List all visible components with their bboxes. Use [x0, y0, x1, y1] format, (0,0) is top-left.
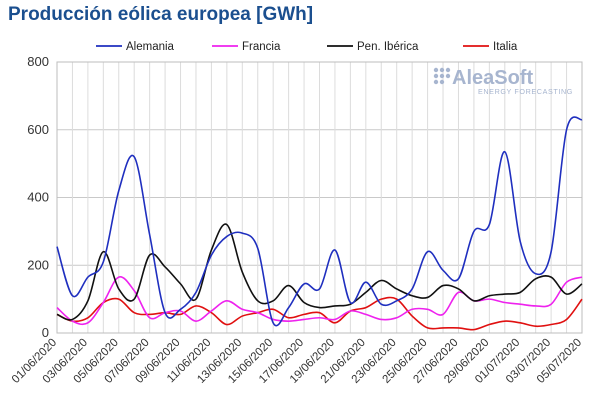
legend-label: Alemania: [126, 41, 175, 53]
legend-item-francia: Francia: [212, 41, 281, 53]
logo-dot: [439, 79, 445, 85]
legend-item-pen-iberica: Pen. Ibérica: [327, 41, 419, 53]
logo-name: AleaSoft: [452, 67, 533, 89]
y-tick-label: 200: [27, 257, 49, 272]
y-tick-label: 800: [27, 54, 49, 69]
series-line-alemania: [56, 116, 583, 327]
chart-title: Producción eólica europea [GWh]: [8, 4, 314, 25]
legend-label: Francia: [242, 41, 281, 53]
logo-tagline: ENERGY FORECASTING: [478, 87, 573, 96]
series-line-pen-iberica: [56, 223, 583, 321]
aleasoft-logo: AleaSoft ENERGY FORECASTING: [433, 67, 573, 96]
legend: Alemania Francia Pen. Ibérica Italia: [96, 41, 518, 53]
legend-item-italia: Italia: [463, 41, 518, 53]
y-tick-label: 600: [27, 122, 49, 137]
legend-label: Italia: [493, 41, 518, 53]
y-axis: 0 200 400 600 800: [27, 54, 49, 340]
y-tick-label: 400: [27, 190, 49, 205]
logo-dot: [445, 73, 451, 79]
legend-item-alemania: Alemania: [96, 41, 175, 53]
plot-frame: [56, 61, 583, 334]
logo-dots-icon: [433, 67, 451, 85]
series-line-francia: [56, 276, 583, 326]
logo-dot: [433, 79, 439, 85]
series-lines: [56, 116, 583, 331]
x-axis: 01/06/202003/06/202005/06/202007/06/2020…: [10, 337, 584, 386]
logo-dot: [445, 67, 451, 73]
series-line-italia: [56, 296, 583, 331]
y-tick-label: 0: [42, 325, 49, 340]
legend-label: Pen. Ibérica: [357, 41, 419, 53]
logo-dot: [439, 67, 445, 73]
logo-dot: [433, 73, 439, 79]
logo-dot: [433, 67, 439, 73]
logo-dot: [439, 73, 445, 79]
